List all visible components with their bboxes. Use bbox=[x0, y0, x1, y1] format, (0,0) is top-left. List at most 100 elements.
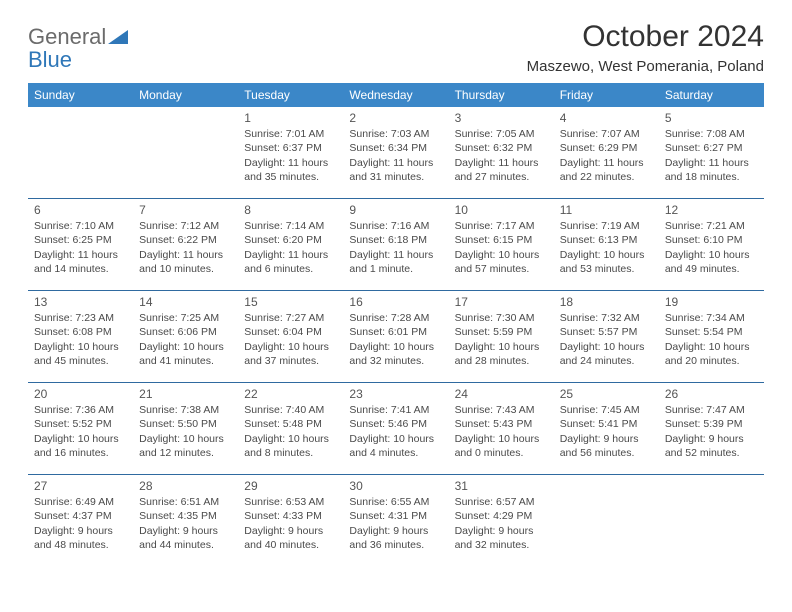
daylight-text: Daylight: 10 hours bbox=[34, 432, 127, 446]
calendar-row: 13Sunrise: 7:23 AMSunset: 6:08 PMDayligh… bbox=[28, 291, 764, 383]
daylight-text: Daylight: 10 hours bbox=[244, 340, 337, 354]
calendar-cell: 18Sunrise: 7:32 AMSunset: 5:57 PMDayligh… bbox=[554, 291, 659, 383]
sunrise-text: Sunrise: 7:08 AM bbox=[665, 127, 758, 141]
daylight-text: Daylight: 10 hours bbox=[349, 432, 442, 446]
daylight-text: and 31 minutes. bbox=[349, 170, 442, 184]
daylight-text: Daylight: 9 hours bbox=[349, 524, 442, 538]
calendar-cell: 7Sunrise: 7:12 AMSunset: 6:22 PMDaylight… bbox=[133, 199, 238, 291]
calendar-cell bbox=[133, 107, 238, 199]
calendar-cell bbox=[659, 475, 764, 567]
daylight-text: and 4 minutes. bbox=[349, 446, 442, 460]
day-number: 31 bbox=[455, 478, 548, 494]
sunrise-text: Sunrise: 6:51 AM bbox=[139, 495, 232, 509]
daylight-text: and 0 minutes. bbox=[455, 446, 548, 460]
calendar-cell: 3Sunrise: 7:05 AMSunset: 6:32 PMDaylight… bbox=[449, 107, 554, 199]
day-header: Tuesday bbox=[238, 83, 343, 107]
daylight-text: Daylight: 10 hours bbox=[34, 340, 127, 354]
sunrise-text: Sunrise: 7:36 AM bbox=[34, 403, 127, 417]
day-number: 13 bbox=[34, 294, 127, 310]
daylight-text: and 57 minutes. bbox=[455, 262, 548, 276]
sunset-text: Sunset: 4:33 PM bbox=[244, 509, 337, 523]
daylight-text: Daylight: 9 hours bbox=[560, 432, 653, 446]
daylight-text: Daylight: 9 hours bbox=[665, 432, 758, 446]
day-number: 22 bbox=[244, 386, 337, 402]
sunrise-text: Sunrise: 7:27 AM bbox=[244, 311, 337, 325]
day-number: 16 bbox=[349, 294, 442, 310]
sunset-text: Sunset: 5:50 PM bbox=[139, 417, 232, 431]
day-number: 24 bbox=[455, 386, 548, 402]
page-title: October 2024 bbox=[527, 20, 764, 54]
sunset-text: Sunset: 6:29 PM bbox=[560, 141, 653, 155]
daylight-text: and 27 minutes. bbox=[455, 170, 548, 184]
sunset-text: Sunset: 6:01 PM bbox=[349, 325, 442, 339]
sunrise-text: Sunrise: 7:38 AM bbox=[139, 403, 232, 417]
calendar-row: 27Sunrise: 6:49 AMSunset: 4:37 PMDayligh… bbox=[28, 475, 764, 567]
sunrise-text: Sunrise: 7:19 AM bbox=[560, 219, 653, 233]
daylight-text: Daylight: 10 hours bbox=[139, 432, 232, 446]
day-number: 11 bbox=[560, 202, 653, 218]
header: General Blue October 2024 Maszewo, West … bbox=[28, 20, 764, 75]
day-number: 10 bbox=[455, 202, 548, 218]
sunrise-text: Sunrise: 7:01 AM bbox=[244, 127, 337, 141]
daylight-text: and 53 minutes. bbox=[560, 262, 653, 276]
calendar-row: 6Sunrise: 7:10 AMSunset: 6:25 PMDaylight… bbox=[28, 199, 764, 291]
day-header: Thursday bbox=[449, 83, 554, 107]
sunset-text: Sunset: 4:29 PM bbox=[455, 509, 548, 523]
calendar-cell: 22Sunrise: 7:40 AMSunset: 5:48 PMDayligh… bbox=[238, 383, 343, 475]
calendar-cell: 2Sunrise: 7:03 AMSunset: 6:34 PMDaylight… bbox=[343, 107, 448, 199]
day-number: 15 bbox=[244, 294, 337, 310]
daylight-text: Daylight: 11 hours bbox=[665, 156, 758, 170]
day-number: 28 bbox=[139, 478, 232, 494]
logo-triangle-icon bbox=[108, 31, 128, 48]
day-header: Friday bbox=[554, 83, 659, 107]
calendar-cell: 6Sunrise: 7:10 AMSunset: 6:25 PMDaylight… bbox=[28, 199, 133, 291]
daylight-text: Daylight: 11 hours bbox=[34, 248, 127, 262]
daylight-text: Daylight: 11 hours bbox=[349, 248, 442, 262]
sunrise-text: Sunrise: 7:23 AM bbox=[34, 311, 127, 325]
day-number: 18 bbox=[560, 294, 653, 310]
sunset-text: Sunset: 6:22 PM bbox=[139, 233, 232, 247]
sunrise-text: Sunrise: 6:53 AM bbox=[244, 495, 337, 509]
sunset-text: Sunset: 6:06 PM bbox=[139, 325, 232, 339]
sunrise-text: Sunrise: 7:05 AM bbox=[455, 127, 548, 141]
calendar-cell: 8Sunrise: 7:14 AMSunset: 6:20 PMDaylight… bbox=[238, 199, 343, 291]
sunset-text: Sunset: 5:57 PM bbox=[560, 325, 653, 339]
sunset-text: Sunset: 6:25 PM bbox=[34, 233, 127, 247]
sunrise-text: Sunrise: 7:21 AM bbox=[665, 219, 758, 233]
day-number: 8 bbox=[244, 202, 337, 218]
day-number: 12 bbox=[665, 202, 758, 218]
calendar-cell: 15Sunrise: 7:27 AMSunset: 6:04 PMDayligh… bbox=[238, 291, 343, 383]
sunset-text: Sunset: 5:54 PM bbox=[665, 325, 758, 339]
day-number: 1 bbox=[244, 110, 337, 126]
calendar-cell: 9Sunrise: 7:16 AMSunset: 6:18 PMDaylight… bbox=[343, 199, 448, 291]
daylight-text: Daylight: 11 hours bbox=[349, 156, 442, 170]
daylight-text: and 48 minutes. bbox=[34, 538, 127, 552]
day-number: 4 bbox=[560, 110, 653, 126]
daylight-text: and 12 minutes. bbox=[139, 446, 232, 460]
sunset-text: Sunset: 6:37 PM bbox=[244, 141, 337, 155]
daylight-text: Daylight: 10 hours bbox=[455, 248, 548, 262]
sunset-text: Sunset: 5:52 PM bbox=[34, 417, 127, 431]
sunset-text: Sunset: 6:08 PM bbox=[34, 325, 127, 339]
calendar-cell: 10Sunrise: 7:17 AMSunset: 6:15 PMDayligh… bbox=[449, 199, 554, 291]
daylight-text: and 41 minutes. bbox=[139, 354, 232, 368]
day-number: 6 bbox=[34, 202, 127, 218]
day-header: Saturday bbox=[659, 83, 764, 107]
calendar-cell: 25Sunrise: 7:45 AMSunset: 5:41 PMDayligh… bbox=[554, 383, 659, 475]
calendar-cell: 29Sunrise: 6:53 AMSunset: 4:33 PMDayligh… bbox=[238, 475, 343, 567]
daylight-text: Daylight: 11 hours bbox=[139, 248, 232, 262]
daylight-text: and 24 minutes. bbox=[560, 354, 653, 368]
daylight-text: and 16 minutes. bbox=[34, 446, 127, 460]
calendar-cell: 12Sunrise: 7:21 AMSunset: 6:10 PMDayligh… bbox=[659, 199, 764, 291]
calendar-cell: 1Sunrise: 7:01 AMSunset: 6:37 PMDaylight… bbox=[238, 107, 343, 199]
daylight-text: and 37 minutes. bbox=[244, 354, 337, 368]
calendar-table: Sunday Monday Tuesday Wednesday Thursday… bbox=[28, 83, 764, 566]
day-header: Sunday bbox=[28, 83, 133, 107]
sunset-text: Sunset: 6:20 PM bbox=[244, 233, 337, 247]
calendar-cell: 21Sunrise: 7:38 AMSunset: 5:50 PMDayligh… bbox=[133, 383, 238, 475]
logo: General Blue bbox=[28, 26, 128, 72]
sunrise-text: Sunrise: 7:25 AM bbox=[139, 311, 232, 325]
sunset-text: Sunset: 6:27 PM bbox=[665, 141, 758, 155]
daylight-text: Daylight: 10 hours bbox=[560, 248, 653, 262]
sunset-text: Sunset: 6:18 PM bbox=[349, 233, 442, 247]
